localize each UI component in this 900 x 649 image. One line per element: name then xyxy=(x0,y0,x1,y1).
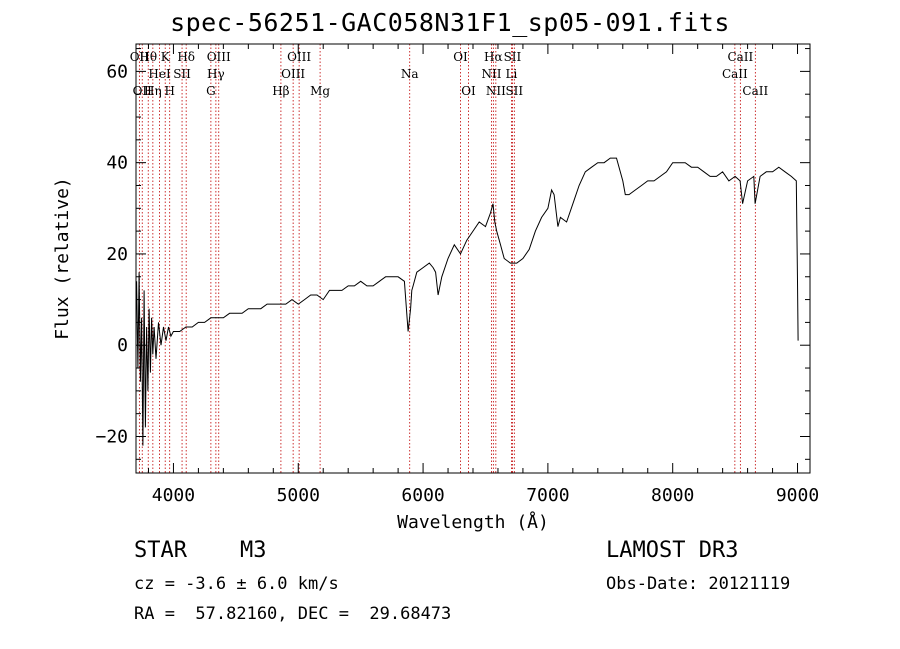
line-label-4861: Hβ xyxy=(272,84,289,98)
line-label-4340: Hγ xyxy=(207,67,225,81)
spectrum-series-line xyxy=(136,157,799,446)
emission-line-markers xyxy=(138,44,756,473)
line-label-4102: Hδ xyxy=(177,50,195,64)
line-label-3727: OII xyxy=(130,50,150,64)
line-label-4300: G xyxy=(206,84,216,98)
line-label-6548: NII xyxy=(481,67,501,81)
x-tick-label-5000: 5000 xyxy=(277,485,320,506)
line-label-3798: Hθ xyxy=(139,50,157,64)
survey-name: LAMOST DR3 xyxy=(606,538,739,563)
line-label-6731: SII xyxy=(505,84,523,98)
line-label-6583: NII xyxy=(486,84,506,98)
x-tick-label-7000: 7000 xyxy=(526,485,569,506)
line-label-5893: Na xyxy=(401,67,419,81)
line-label-6708: Li xyxy=(506,67,518,81)
line-label-3934: K xyxy=(161,50,171,64)
x-axis-ticks: 4000 5000 6000 7000 8000 9000 xyxy=(147,44,819,506)
observation-date: Obs-Date: 20121119 xyxy=(606,574,791,594)
x-axis-label: Wavelength (Å) xyxy=(397,511,549,533)
y-tick-label-20: 20 xyxy=(106,244,128,265)
line-label-6364: OI xyxy=(461,84,476,98)
line-label-3835: Hη xyxy=(144,84,162,98)
line-label-4363: OIII xyxy=(207,50,231,64)
line-label-8542: CaII xyxy=(727,50,753,64)
line-label-6716: SII xyxy=(504,50,522,64)
y-tick-label-40: 40 xyxy=(106,153,128,174)
x-tick-label-8000: 8000 xyxy=(651,485,694,506)
y-axis-label: Flux (relative) xyxy=(52,177,73,340)
y-tick-label-0: 0 xyxy=(117,335,128,356)
emission-line-labels: OIIOIIHθHηHeIKHSIIHδGHγOIIIHβOIIIOIIIMgN… xyxy=(130,50,769,98)
chart-title: spec-56251-GAC058N31F1_sp05-091.fits xyxy=(170,8,730,37)
line-label-4069: SII xyxy=(173,67,191,81)
object-class-label: STAR M3 xyxy=(134,538,266,563)
y-axis-ticks: −20 0 20 40 60 xyxy=(95,48,810,460)
line-label-8662: CaII xyxy=(742,84,768,98)
line-label-3970: H xyxy=(164,84,174,98)
y-tick-label--20: −20 xyxy=(95,426,128,447)
x-tick-label-9000: 9000 xyxy=(776,485,819,506)
line-label-5007: OIII xyxy=(287,50,311,64)
x-tick-label-6000: 6000 xyxy=(401,485,444,506)
line-label-6300: OI xyxy=(453,50,468,64)
line-label-8498: CaII xyxy=(722,67,748,81)
line-label-4959: OIII xyxy=(281,67,305,81)
coordinates-text: RA = 57.82160, DEC = 29.68473 xyxy=(134,604,452,624)
y-tick-label-60: 60 xyxy=(106,61,128,82)
line-label-3889: HeI xyxy=(148,67,171,81)
object-type: STAR xyxy=(134,538,187,563)
plot-frame xyxy=(135,43,811,474)
line-label-5175: Mg xyxy=(310,84,330,98)
object-subclass: M3 xyxy=(239,538,267,563)
line-label-6563: Hα xyxy=(484,50,503,64)
x-tick-label-4000: 4000 xyxy=(152,485,195,506)
redshift-text: cz = -3.6 ± 6.0 km/s xyxy=(134,574,339,594)
